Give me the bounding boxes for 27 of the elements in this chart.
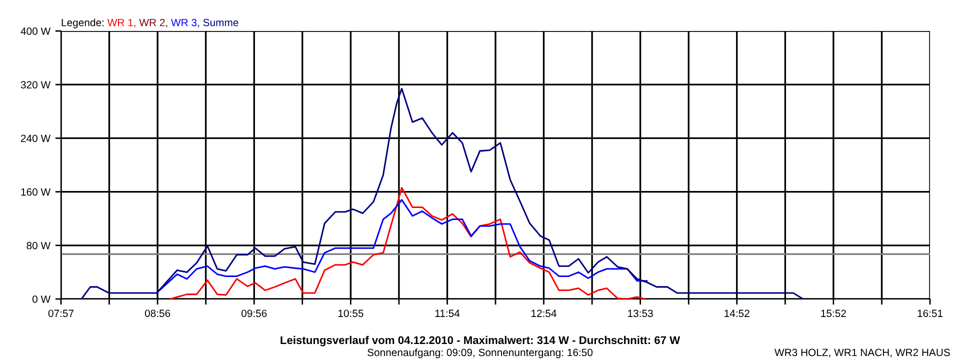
line-series (170, 187, 646, 299)
y-tick-label: 240 W (21, 134, 51, 142)
y-tick-label: 0 W (32, 296, 51, 303)
x-tick-label: 11:54 (435, 310, 460, 318)
line-series (80, 88, 804, 299)
x-tick-label: 12:54 (531, 310, 556, 318)
x-tick-label: 16:51 (918, 310, 943, 318)
text: WR 1, (107, 18, 136, 28)
text: Sonnenaufgang: 09:09, Sonnenuntergang: 16:50 (368, 348, 593, 358)
legend-label: WR 2, (139, 18, 168, 28)
text: WR 3, (171, 18, 199, 28)
y-tick-label: 400 W (20, 28, 51, 35)
text: WR3 HOLZ, WR1 NACH, WR2 HAUS (774, 348, 950, 358)
x-tick-label: 13:53 (628, 310, 653, 318)
legend-title: Legende: (62, 18, 104, 28)
y-tick-label: 320 W (20, 81, 51, 88)
text: Leistungsverlauf vom 04.12.2010 - Maximalwert: 314 W - Durchschnitt: 67 W (280, 336, 680, 346)
x-tick-label: 15:52 (821, 310, 846, 318)
x-tick-label: 08:56 (144, 310, 170, 318)
x-tick-label: 10:55 (338, 310, 364, 318)
y-tick-label: 80 W (26, 242, 51, 250)
text: Summe (203, 18, 238, 26)
x-tick-label: 07:57 (48, 310, 74, 318)
y-tick-label: 160 W (21, 188, 51, 196)
line-series (156, 199, 648, 294)
x-tick-label: 09:56 (242, 310, 267, 318)
x-tick-label: 14:52 (724, 310, 750, 318)
